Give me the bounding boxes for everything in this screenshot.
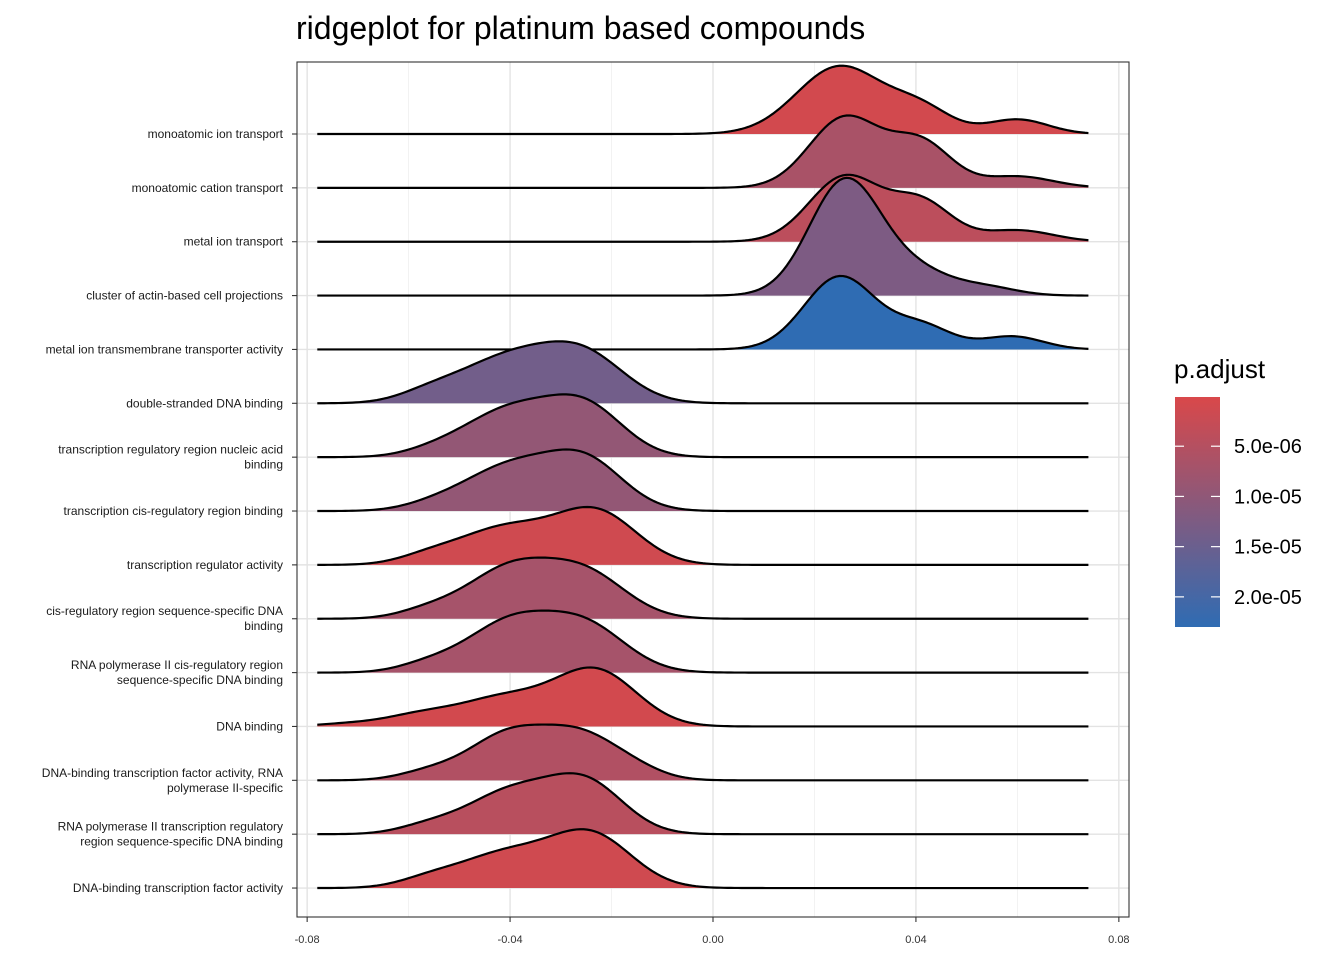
ridge-outline (317, 609, 1089, 674)
ridge-area (317, 610, 1089, 673)
x-tick-label: 0.00 (702, 934, 723, 946)
y-axis-label: transcription cis-regulatory region bind… (64, 504, 283, 518)
ridge-area (317, 506, 1089, 565)
ridge-area (317, 341, 1089, 404)
ridge-outline (317, 393, 1089, 459)
ridge-area (317, 773, 1089, 835)
ridge-4 (317, 274, 1089, 351)
ridge-10 (317, 609, 1089, 674)
legend-colorbar (1175, 397, 1220, 627)
ridge-area (317, 449, 1089, 512)
y-axis-label: cluster of actin-based cell projections (86, 289, 283, 303)
legend: p.adjust 5.0e-06 1.0e-05 1.5e-05 2.0e-05 (1174, 354, 1302, 627)
y-axis-label: metal ion transport (184, 235, 284, 249)
y-axis-label: transcription regulatory region nucleic … (58, 443, 283, 457)
ridge-outline (317, 274, 1089, 351)
x-axis-ticks: -0.08 -0.04 0.00 0.04 0.08 (295, 917, 1130, 946)
y-axis-label: monoatomic cation transport (132, 181, 284, 195)
ridge-11 (317, 666, 1089, 728)
ridge-14 (317, 828, 1089, 890)
ridge-outline (317, 723, 1089, 782)
ridge-outline (317, 772, 1089, 836)
ridge-outline (317, 556, 1089, 620)
y-axis-label: region sequence-specific DNA binding (80, 835, 283, 849)
y-axis-label: cis-regulatory region sequence-specific … (46, 604, 283, 618)
y-axis-label: metal ion transmembrane transporter acti… (46, 342, 283, 356)
density-ridges (317, 64, 1089, 890)
ridge-outline (317, 64, 1089, 136)
ridge-0 (317, 64, 1089, 136)
y-axis-label: monoatomic ion transport (148, 127, 284, 141)
legend-tick-label: 5.0e-06 (1234, 436, 1302, 458)
y-axis-label: DNA-binding transcription factor activit… (42, 766, 283, 780)
ridge-6 (317, 393, 1089, 459)
ridge-outline (317, 173, 1089, 243)
ridge-outline (317, 114, 1089, 189)
y-axis-label: RNA polymerase II cis-regulatory region (71, 658, 283, 672)
ridge-3 (317, 176, 1089, 297)
legend-tick-label: 1.5e-05 (1234, 537, 1302, 559)
ridge-outline (317, 448, 1089, 513)
ridge-7 (317, 448, 1089, 513)
ridge-area (317, 724, 1089, 781)
ridge-2 (317, 173, 1089, 243)
legend-tick-label: 1.0e-05 (1234, 486, 1302, 508)
ridge-5 (317, 340, 1089, 405)
y-axis-label: polymerase II-specific (167, 781, 283, 795)
legend-title: p.adjust (1174, 354, 1266, 384)
ridge-8 (317, 505, 1089, 566)
ridge-area (317, 667, 1089, 727)
ridge-1 (317, 114, 1089, 189)
y-axis-label: RNA polymerase II transcription regulato… (58, 820, 283, 834)
y-axis-label: DNA-binding transcription factor activit… (73, 881, 283, 895)
ridge-outline (317, 340, 1089, 405)
ridge-area (317, 275, 1089, 350)
ridge-13 (317, 772, 1089, 836)
y-axis-labels: monoatomic ion transport monoatomic catio… (42, 127, 297, 895)
x-tick-label: -0.08 (295, 934, 320, 946)
y-axis-label: binding (244, 619, 283, 633)
ridge-outline (317, 505, 1089, 566)
ridge-outline (317, 666, 1089, 728)
ridge-area (317, 394, 1089, 458)
chart-title: ridgeplot for platinum based compounds (296, 10, 865, 46)
ridge-area (317, 177, 1089, 296)
x-tick-label: 0.08 (1108, 934, 1129, 946)
ridge-area (317, 829, 1089, 889)
ridge-9 (317, 556, 1089, 620)
x-tick-label: 0.04 (905, 934, 926, 946)
ridge-area (317, 557, 1089, 619)
ridge-area (317, 115, 1089, 188)
y-axis-label: double-stranded DNA binding (126, 396, 283, 410)
ridge-12 (317, 723, 1089, 782)
ridge-area (317, 65, 1089, 134)
x-tick-label: -0.04 (498, 934, 523, 946)
ridge-outline (317, 828, 1089, 890)
legend-ticks: 5.0e-06 1.0e-05 1.5e-05 2.0e-05 (1175, 436, 1302, 609)
y-axis-label: DNA binding (216, 719, 283, 733)
y-axis-label: sequence-specific DNA binding (117, 673, 283, 687)
y-axis-label: binding (244, 458, 283, 472)
y-axis-label: transcription regulator activity (127, 558, 283, 572)
legend-tick-label: 2.0e-05 (1234, 587, 1302, 609)
ridge-outline (317, 176, 1089, 297)
